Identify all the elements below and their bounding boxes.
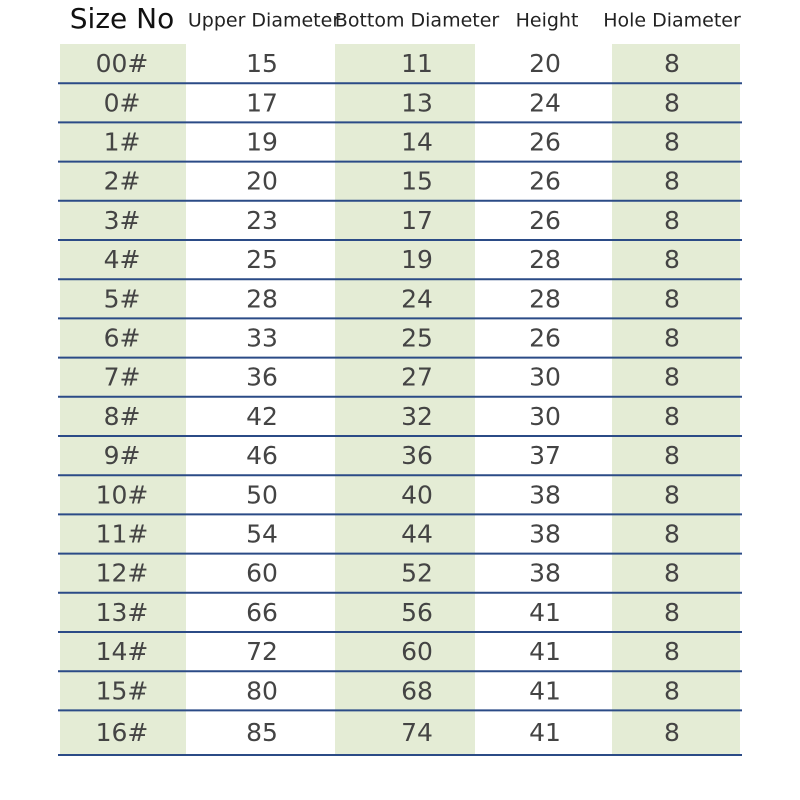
table-cell: 20 <box>529 49 561 78</box>
table-cell: 9# <box>104 441 141 470</box>
table-cell: 74 <box>401 718 433 747</box>
table-cell: 30 <box>529 363 561 392</box>
table-cell: 68 <box>401 676 433 705</box>
table-cell: 8 <box>664 676 680 705</box>
table-cell: 14# <box>96 637 149 666</box>
table-cell: 7# <box>104 363 141 392</box>
table-cell: 36 <box>246 363 278 392</box>
column-shade <box>612 44 740 756</box>
table-cell: 38 <box>529 520 561 549</box>
column-header: Height <box>516 10 579 32</box>
table-cell: 44 <box>401 520 433 549</box>
table-cell: 8 <box>664 245 680 274</box>
table-cell: 11# <box>96 520 149 549</box>
column-header: Size No <box>70 2 174 35</box>
table-cell: 8 <box>664 637 680 666</box>
table-cell: 5# <box>104 284 141 313</box>
table-cell: 8 <box>664 324 680 353</box>
table-cell: 46 <box>246 441 278 470</box>
table-cell: 8 <box>664 559 680 588</box>
table-cell: 37 <box>529 441 561 470</box>
table-cell: 24 <box>529 88 561 117</box>
column-header: Upper Diameter <box>188 10 340 32</box>
table-cell: 60 <box>246 559 278 588</box>
table-cell: 8 <box>664 206 680 235</box>
table-cell: 8 <box>664 167 680 196</box>
table-cell: 8 <box>664 402 680 431</box>
table-cell: 28 <box>529 245 561 274</box>
table-cell: 8 <box>664 49 680 78</box>
table-cell: 8 <box>664 598 680 627</box>
table-cell: 26 <box>529 128 561 157</box>
table-cell: 12# <box>96 559 149 588</box>
table-cell: 6# <box>104 324 141 353</box>
table-cell: 26 <box>529 206 561 235</box>
table-cell: 0# <box>104 88 141 117</box>
table-cell: 4# <box>104 245 141 274</box>
table-cell: 8# <box>104 402 141 431</box>
table-cell: 16# <box>96 718 149 747</box>
table-cell: 41 <box>529 637 561 666</box>
table-cell: 40 <box>401 480 433 509</box>
table-cell: 41 <box>529 718 561 747</box>
table-cell: 41 <box>529 598 561 627</box>
column-shade <box>335 44 475 756</box>
table-cell: 13 <box>401 88 433 117</box>
table-cell: 38 <box>529 559 561 588</box>
table-cell: 15 <box>246 49 278 78</box>
column-shade <box>60 44 186 756</box>
table-cell: 28 <box>529 284 561 313</box>
column-header: Hole Diameter <box>603 10 741 32</box>
table-cell: 15# <box>96 676 149 705</box>
table-cell: 50 <box>246 480 278 509</box>
table-cell: 25 <box>246 245 278 274</box>
table-cell: 20 <box>246 167 278 196</box>
table-cell: 1# <box>104 128 141 157</box>
table-cell: 15 <box>401 167 433 196</box>
column-header: Bottom Diameter <box>335 10 500 32</box>
table-cell: 00# <box>96 49 149 78</box>
table-cell: 54 <box>246 520 278 549</box>
table-cell: 72 <box>246 637 278 666</box>
table-cell: 14 <box>401 128 433 157</box>
table-cell: 66 <box>246 598 278 627</box>
table-cell: 36 <box>401 441 433 470</box>
table-cell: 8 <box>664 88 680 117</box>
table-cell: 26 <box>529 324 561 353</box>
table-cell: 8 <box>664 520 680 549</box>
table-cell: 32 <box>401 402 433 431</box>
table-cell: 38 <box>529 480 561 509</box>
table-cell: 17 <box>401 206 433 235</box>
table-cell: 60 <box>401 637 433 666</box>
table-cell: 19 <box>246 128 278 157</box>
table-cell: 56 <box>401 598 433 627</box>
table-cell: 8 <box>664 128 680 157</box>
table-cell: 17 <box>246 88 278 117</box>
table-cell: 2# <box>104 167 141 196</box>
table-cell: 33 <box>246 324 278 353</box>
table-cell: 8 <box>664 363 680 392</box>
table-cell: 80 <box>246 676 278 705</box>
table-cell: 42 <box>246 402 278 431</box>
table-cell: 10# <box>96 480 149 509</box>
table-cell: 8 <box>664 718 680 747</box>
table-cell: 13# <box>96 598 149 627</box>
table-cell: 8 <box>664 284 680 313</box>
table-cell: 25 <box>401 324 433 353</box>
table-cell: 19 <box>401 245 433 274</box>
table-cell: 24 <box>401 284 433 313</box>
table-cell: 23 <box>246 206 278 235</box>
table-cell: 52 <box>401 559 433 588</box>
table-cell: 26 <box>529 167 561 196</box>
table-cell: 30 <box>529 402 561 431</box>
table-cell: 85 <box>246 718 278 747</box>
table-cell: 41 <box>529 676 561 705</box>
table-cell: 28 <box>246 284 278 313</box>
table-cell: 8 <box>664 480 680 509</box>
table-cell: 27 <box>401 363 433 392</box>
table-cell: 3# <box>104 206 141 235</box>
table-cell: 11 <box>401 49 433 78</box>
table-cell: 8 <box>664 441 680 470</box>
